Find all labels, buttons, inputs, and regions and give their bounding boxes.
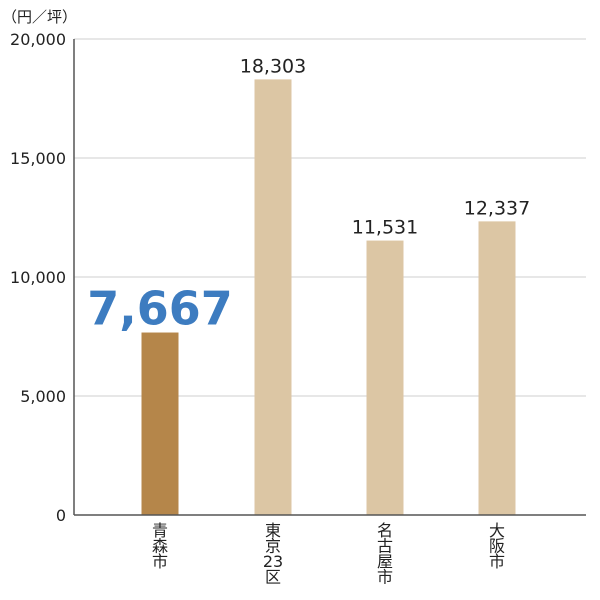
category-label: 大阪市: [489, 521, 505, 571]
bar: [254, 79, 292, 515]
bar: [141, 332, 179, 515]
bar: [478, 221, 516, 515]
y-tick-label: 10,000: [10, 268, 66, 287]
y-tick-label: 0: [56, 506, 66, 525]
y-tick-label: 5,000: [20, 387, 66, 406]
y-tick-label: 15,000: [10, 149, 66, 168]
data-label: 11,531: [352, 217, 418, 239]
y-axis-ticks: 0 5,000 10,000 15,000 20,000: [10, 30, 66, 525]
axes: [73, 39, 586, 516]
y-tick-label: 20,000: [10, 30, 66, 49]
category-label: 青森市: [152, 521, 168, 571]
data-label: 18,303: [240, 55, 306, 77]
x-axis-categories: 青森市 東京 23 区 名古屋市 大阪市: [152, 521, 505, 587]
category-label: 東京 23 区: [263, 521, 283, 587]
value-labels: 7,667 18,303 11,531 12,337: [87, 55, 530, 335]
category-label: 名古屋市: [377, 521, 393, 587]
y-axis-unit-label: （円／坪）: [2, 8, 77, 26]
data-label: 7,667: [87, 282, 233, 336]
bar: [366, 240, 404, 515]
data-label: 12,337: [464, 197, 530, 219]
bars: [141, 79, 516, 515]
